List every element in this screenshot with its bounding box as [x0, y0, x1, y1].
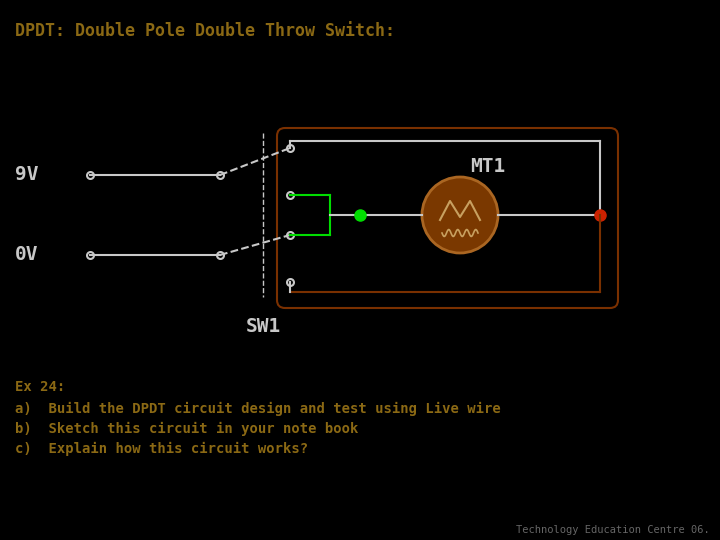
- Circle shape: [422, 177, 498, 253]
- Text: 9V: 9V: [15, 165, 38, 185]
- Text: SW1: SW1: [246, 317, 281, 336]
- Text: Technology Education Centre 06.: Technology Education Centre 06.: [516, 525, 710, 535]
- Text: 0V: 0V: [15, 246, 38, 265]
- Text: a)  Build the DPDT circuit design and test using Live wire: a) Build the DPDT circuit design and tes…: [15, 402, 500, 416]
- Text: c)  Explain how this circuit works?: c) Explain how this circuit works?: [15, 442, 308, 456]
- Text: Ex 24:: Ex 24:: [15, 380, 66, 394]
- Text: MT1: MT1: [470, 157, 505, 176]
- Text: DPDT: Double Pole Double Throw Switch:: DPDT: Double Pole Double Throw Switch:: [15, 22, 395, 40]
- Text: b)  Sketch this circuit in your note book: b) Sketch this circuit in your note book: [15, 422, 359, 436]
